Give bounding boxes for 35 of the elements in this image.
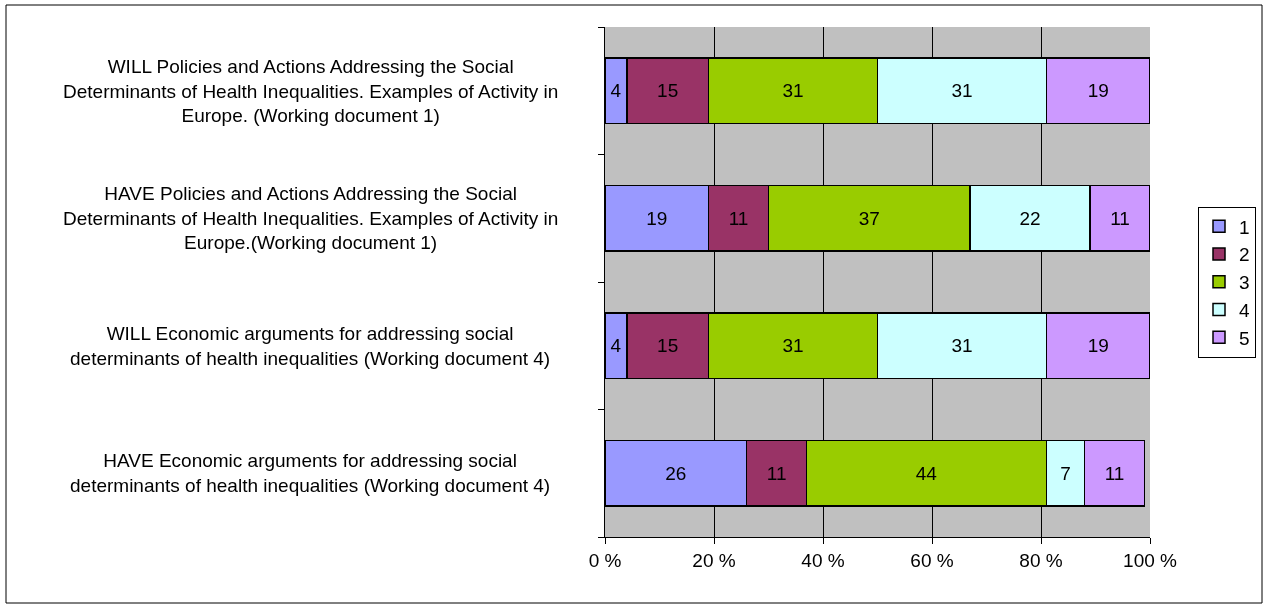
data-label: 31 (782, 335, 804, 357)
legend-label: 1 (1239, 216, 1250, 238)
y-tick-label: WILL Policies and Actions Addressing the Social Determinants of Health Inequalities. Examples of Activity in Europe. (Working document 1) (63, 56, 559, 127)
x-tick-label: 40 % (801, 549, 845, 571)
data-label: 26 (665, 462, 687, 484)
x-tick-label: 20 % (692, 549, 736, 571)
data-label: 15 (657, 335, 679, 357)
x-tick-label: 80 % (1019, 549, 1063, 571)
data-label: 15 (657, 80, 679, 102)
data-label: 4 (610, 80, 622, 102)
data-label: 44 (915, 462, 938, 484)
y-tick-label: HAVE Policies and Actions Addressing the Social Determinants of Health Inequalities. Examples of Activity in Europe.(Working document 1) (63, 183, 559, 254)
data-label: 4 (610, 335, 622, 357)
data-label: 31 (782, 80, 804, 102)
x-tick-label: 60 % (910, 549, 954, 571)
data-label: 7 (1060, 462, 1071, 484)
data-label: 11 (1110, 207, 1130, 229)
data-label: 19 (1087, 80, 1109, 102)
data-label: 22 (1019, 207, 1041, 229)
legend-label: 4 (1239, 299, 1250, 321)
legend-label: 2 (1239, 244, 1250, 266)
x-tick-label: 0 % (588, 549, 622, 571)
legend-label: 3 (1239, 272, 1250, 294)
y-tick-label: HAVE Economic arguments for addressing social determinants of health inequalities (Working document 4) (70, 450, 551, 496)
data-label: 31 (951, 80, 973, 102)
data-label: 11 (1104, 462, 1125, 484)
data-label: 11 (728, 207, 749, 229)
data-label: 19 (1087, 335, 1109, 357)
data-label: 11 (766, 462, 787, 484)
data-label: 37 (858, 207, 880, 229)
legend-label: 5 (1239, 327, 1250, 349)
y-tick-label: WILL Economic arguments for addressing social determinants of health inequalities (Working document 4) (70, 323, 551, 369)
x-tick-label: 100 % (1123, 549, 1178, 571)
data-label: 31 (951, 335, 973, 357)
data-label: 19 (646, 207, 668, 229)
